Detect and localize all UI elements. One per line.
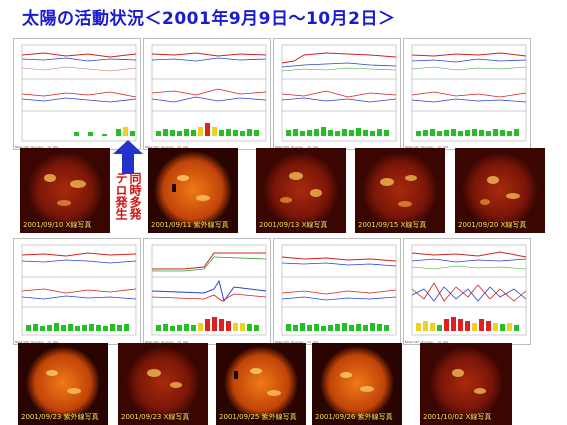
- goes-panel: NOAA/SEC Boulder, CO USA: [273, 38, 401, 150]
- sun-photo: 2001/09/11 紫外線写真: [148, 148, 238, 233]
- goes-plot: [411, 244, 527, 336]
- photo-caption: 2001/09/23 紫外線写真: [21, 413, 99, 421]
- sun-image: [462, 152, 538, 228]
- photo-caption: 2001/09/13 X線写真: [259, 221, 328, 229]
- goes-panel: NOAA/SEC Boulder, CO USA: [143, 238, 271, 345]
- sun-photo: 2001/09/25 紫外線写真: [216, 343, 306, 425]
- photo-caption: 2001/09/23 X線写真: [121, 413, 190, 421]
- photo-caption: 2001/10/02 X線写真: [423, 413, 492, 421]
- goes-panel: NOAA/SEC Boulder, CO USA: [403, 38, 531, 150]
- sun-photo: 2001/09/23 X線写真: [118, 343, 208, 425]
- sun-photo: 2001/10/02 X線写真: [420, 343, 512, 425]
- photo-caption: 2001/09/10 X線写真: [23, 221, 92, 229]
- up-arrow-icon: [113, 140, 143, 174]
- photo-caption: 2001/09/26 紫外線写真: [315, 413, 393, 421]
- goes-plot: [151, 44, 267, 142]
- photo-caption: 2001/09/25 紫外線写真: [219, 413, 297, 421]
- goes-panel: NOAA/SEC Boulder, CO USA: [13, 238, 141, 345]
- goes-plot: [281, 244, 397, 336]
- sun-photo: 2001/09/26 紫外線写真: [312, 343, 402, 425]
- goes-panel: NOAA/SEC Boulder, CO USA: [273, 238, 401, 345]
- page-title: 太陽の活動状況＜2001年9月9日～10月2日＞: [22, 9, 396, 29]
- goes-plot: [21, 244, 137, 336]
- sun-photo: 2001/09/13 X線写真: [256, 148, 346, 233]
- goes-panel: NOAA/SEC Boulder, CO USA: [403, 238, 531, 345]
- photo-caption: 2001/09/11 紫外線写真: [151, 221, 229, 229]
- goes-plot: [411, 44, 527, 142]
- goes-plot: [151, 244, 267, 336]
- sun-image: [429, 346, 503, 420]
- sun-image: [362, 152, 438, 228]
- goes-plot: [21, 44, 137, 142]
- sun-photo: 2001/09/23 紫外線写真: [18, 343, 108, 425]
- sun-image: [320, 346, 394, 420]
- photo-caption: 2001/09/15 X線写真: [358, 221, 427, 229]
- annotation-line2: テロ発生: [114, 172, 128, 220]
- sun-image: [26, 346, 100, 420]
- photo-caption: 2001/09/20 X線写真: [458, 221, 527, 229]
- goes-panel: NOAA/SEC Boulder, CO USA: [13, 38, 141, 150]
- sun-image: [263, 152, 339, 228]
- sun-image: [126, 346, 200, 420]
- annotation-line1: 同時多発: [128, 172, 142, 220]
- sun-image: [154, 151, 232, 229]
- sun-image: [224, 346, 298, 420]
- goes-panel: NOAA/SEC Boulder, CO USA: [143, 38, 271, 150]
- sun-image: [27, 152, 103, 228]
- sun-photo: 2001/09/20 X線写真: [455, 148, 545, 233]
- sun-photo: 2001/09/10 X線写真: [20, 148, 110, 233]
- goes-plot: [281, 44, 397, 142]
- sun-photo: 2001/09/15 X線写真: [355, 148, 445, 233]
- event-annotation: 同時多発 テロ発生: [113, 140, 143, 235]
